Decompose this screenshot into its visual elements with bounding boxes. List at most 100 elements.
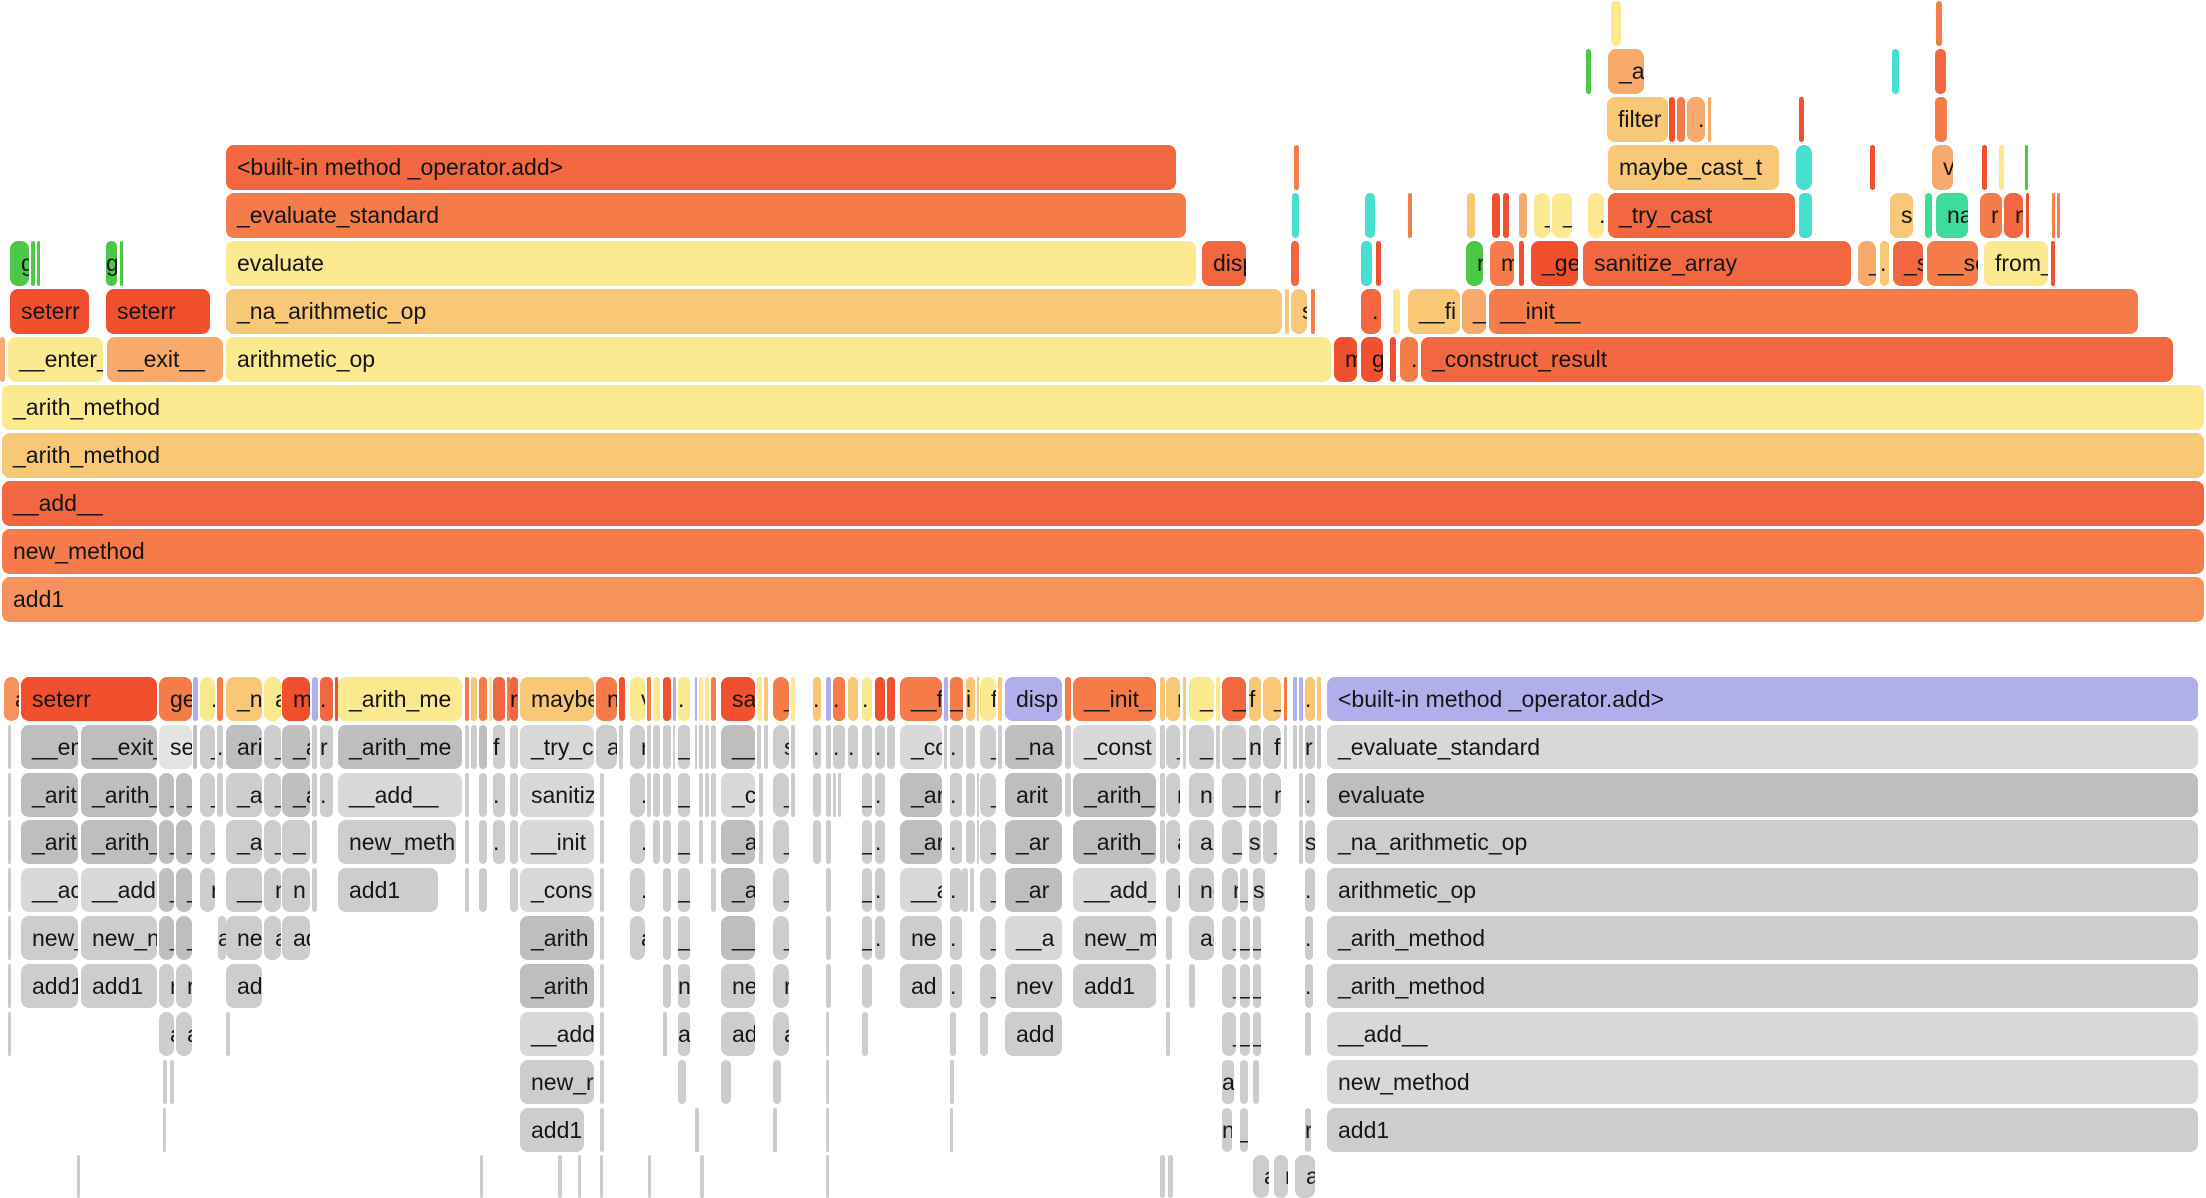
frame[interactable] — [1293, 677, 1297, 721]
frame[interactable] — [813, 773, 821, 817]
frame-__enter__[interactable]: __enter__ — [8, 337, 103, 382]
frame[interactable] — [695, 725, 697, 769]
frame-_[interactable]: _ — [862, 868, 872, 912]
frame[interactable] — [1519, 241, 1524, 286]
frame-_[interactable]: _ — [773, 820, 789, 864]
frame-new_n[interactable]: new_n — [81, 916, 157, 960]
frame-_[interactable]: _ — [1222, 916, 1236, 960]
frame[interactable] — [998, 725, 1002, 769]
frame[interactable] — [887, 725, 895, 769]
frame-[interactable]: . — [630, 868, 645, 912]
frame-sa[interactable]: sa — [721, 677, 755, 721]
frame-__[interactable]: __ — [721, 916, 755, 960]
frame[interactable] — [699, 725, 703, 769]
frame-__init[interactable]: __init — [520, 820, 594, 864]
frame-add1[interactable]: add1 — [520, 1108, 584, 1152]
frame[interactable] — [977, 773, 979, 817]
frame-[interactable]: . — [833, 725, 845, 769]
frame-r[interactable]: r — [1166, 677, 1180, 721]
frame[interactable] — [648, 1155, 651, 1198]
frame-_[interactable]: _ — [1240, 1108, 1248, 1152]
frame-[interactable]: . — [875, 773, 885, 817]
frame-a[interactable]: a — [1189, 820, 1214, 864]
frame[interactable] — [1317, 725, 1321, 769]
frame[interactable] — [600, 1155, 603, 1198]
frame-_na[interactable]: _na — [1005, 725, 1062, 769]
frame[interactable] — [1253, 1060, 1259, 1104]
frame-_[interactable]: _ — [1240, 964, 1250, 1008]
frame[interactable] — [826, 868, 831, 912]
frame-add1[interactable]: add1 — [1327, 1108, 2198, 1152]
frame[interactable] — [1892, 49, 1899, 94]
frame[interactable] — [678, 1060, 686, 1104]
frame[interactable] — [791, 677, 795, 721]
frame-_[interactable]: _ — [980, 725, 996, 769]
frame[interactable] — [653, 725, 660, 769]
frame-sanitiz[interactable]: sanitiz — [520, 773, 594, 817]
frame[interactable] — [217, 773, 223, 817]
frame-arithmetic_op[interactable]: arithmetic_op — [226, 337, 1331, 382]
frame-_c[interactable]: _c — [1222, 677, 1246, 721]
frame[interactable] — [1065, 773, 1071, 817]
frame[interactable] — [1376, 241, 1381, 286]
frame[interactable] — [226, 1012, 230, 1056]
frame-ne[interactable]: ne — [721, 964, 755, 1008]
frame[interactable] — [826, 1060, 829, 1104]
frame-[interactable]: . — [875, 868, 885, 912]
frame[interactable] — [663, 916, 671, 960]
frame-__a[interactable]: __a — [900, 868, 942, 912]
frame[interactable] — [647, 773, 651, 817]
frame-add1[interactable]: add1 — [338, 868, 438, 912]
frame[interactable] — [1799, 193, 1812, 238]
frame-[interactable]: . — [950, 773, 962, 817]
frame[interactable] — [673, 677, 676, 721]
frame-_[interactable]: _ — [980, 820, 996, 864]
frame-_[interactable]: _ — [1253, 1012, 1261, 1056]
frame[interactable] — [1799, 97, 1804, 142]
frame[interactable] — [1467, 193, 1475, 238]
frame-[interactable]: . — [678, 677, 690, 721]
frame-sanitize_array[interactable]: sanitize_array — [1583, 241, 1851, 286]
frame[interactable] — [2025, 145, 2028, 190]
frame-__en[interactable]: __en — [21, 725, 78, 769]
frame-fi[interactable]: fi — [1263, 725, 1281, 769]
frame-__exit_[interactable]: __exit_ — [81, 725, 157, 769]
frame[interactable] — [510, 725, 518, 769]
frame[interactable] — [833, 773, 836, 817]
frame[interactable] — [1796, 145, 1812, 190]
frame-ad[interactable]: ad — [721, 1012, 755, 1056]
frame[interactable] — [1299, 820, 1303, 864]
frame[interactable] — [944, 677, 948, 721]
frame[interactable] — [1216, 677, 1220, 721]
frame-_arith_method[interactable]: _arith_method — [2, 385, 2204, 430]
frame-a[interactable]: a — [1222, 1060, 1234, 1104]
frame[interactable] — [1870, 145, 1875, 190]
frame[interactable] — [875, 677, 885, 721]
frame-s[interactable]: s — [1249, 820, 1261, 864]
frame-_arit[interactable]: _arit — [21, 820, 78, 864]
frame-a[interactable]: a — [596, 725, 617, 769]
frame-[interactable]: . — [875, 916, 885, 960]
frame-_[interactable]: _ — [1253, 916, 1261, 960]
frame[interactable] — [312, 773, 317, 817]
frame[interactable] — [619, 725, 623, 769]
frame-_[interactable]: _ — [200, 773, 215, 817]
frame-_a[interactable]: _a — [1222, 725, 1246, 769]
frame[interactable] — [711, 773, 716, 817]
frame[interactable] — [773, 1108, 777, 1152]
frame-add1[interactable]: add1 — [2, 577, 2204, 622]
frame-_n[interactable]: _n — [226, 677, 262, 721]
frame-seterr[interactable]: seterr — [10, 289, 89, 334]
frame-[interactable]: . — [320, 677, 333, 721]
frame[interactable] — [791, 773, 795, 817]
frame-n[interactable]: n — [282, 868, 310, 912]
frame[interactable] — [663, 964, 671, 1008]
frame[interactable] — [465, 725, 469, 769]
frame[interactable] — [647, 677, 651, 721]
frame-add1[interactable]: add1 — [81, 964, 157, 1008]
frame-_[interactable]: _ — [159, 868, 174, 912]
frame-_[interactable]: _ — [1240, 1012, 1250, 1056]
frame-_[interactable]: _ — [773, 868, 789, 912]
frame-a[interactable]: a — [218, 916, 226, 960]
frame-r[interactable]: r — [1305, 1108, 1311, 1152]
